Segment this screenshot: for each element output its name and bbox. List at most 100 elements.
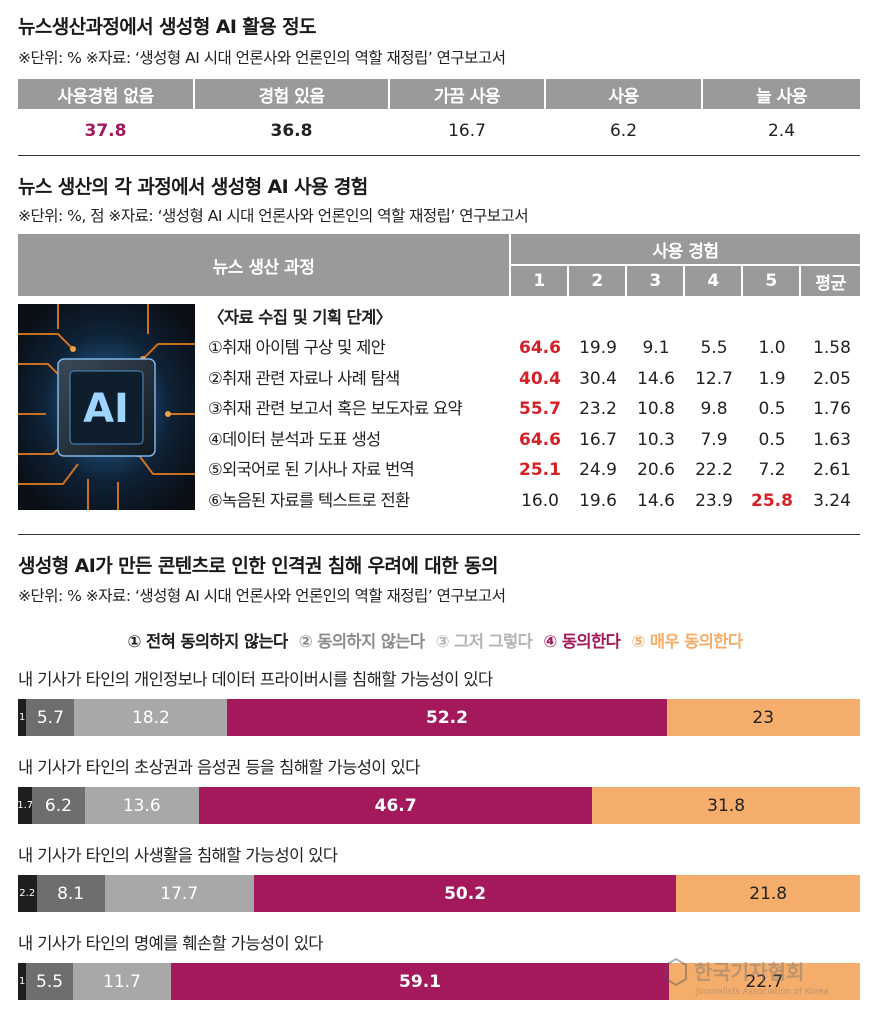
bar-segment: 18.2 xyxy=(74,699,228,736)
row-label: ①취재 아이템 구상 및 제안 xyxy=(208,338,386,357)
table-cell: 64.6 xyxy=(519,338,561,358)
table-cell: 9.1 xyxy=(642,338,670,358)
legend-item: ④ 동의한다 xyxy=(543,632,621,651)
section3-title: 생성형 AI가 만든 콘텐츠로 인한 인격권 침해 우려에 대한 동의 xyxy=(18,555,498,577)
section1-header-row: 사용경험 없음 경험 있음 가끔 사용 사용 늘 사용 xyxy=(18,79,860,109)
bar-segment: 5.5 xyxy=(26,963,73,1000)
column-header: 2 xyxy=(569,266,625,296)
table-cell: 1.58 xyxy=(813,338,851,358)
s1-header-cell: 사용경험 없음 xyxy=(18,79,193,109)
table-cell: 16.0 xyxy=(521,490,559,511)
bar-segment: 2.2 xyxy=(18,875,37,912)
section2-title: 뉴스 생산의 각 과정에서 생성형 AI 사용 경험 xyxy=(18,176,368,198)
legend-item: ② 동의하지 않는다 xyxy=(298,632,425,651)
s1-header-cell: 늘 사용 xyxy=(703,79,860,109)
table-cell: 1.9 xyxy=(758,368,786,389)
bar-category-label: 내 기사가 타인의 사생활을 침해할 가능성이 있다 xyxy=(18,846,338,865)
chart-legend: ① 전혀 동의하지 않는다 ② 동의하지 않는다 ③ 그저 그렇다 ④ 동의한다… xyxy=(0,628,870,652)
stacked-bar: 2.2 8.1 17.7 50.2 21.8 xyxy=(18,875,860,912)
stacked-bar: 1.7 6.2 13.6 46.7 31.8 xyxy=(18,787,860,824)
table-cell: 16.7 xyxy=(579,429,617,450)
table-row: ⑤외국어로 된 기사나 자료 번역 25.1 24.9 20.6 22.2 7.2 2.61 xyxy=(208,455,860,485)
table-cell: 55.7 xyxy=(519,399,561,419)
legend-item: ① 전혀 동의하지 않는다 xyxy=(127,632,289,651)
table-cell: 1.63 xyxy=(813,429,851,450)
row-label: ②취재 관련 자료나 사례 탐색 xyxy=(208,368,400,388)
watermark-logo: 한국기자협회 Journalists Association of Korea xyxy=(665,957,829,997)
table-cell: 25.1 xyxy=(519,460,561,480)
bar-segment: 1 xyxy=(18,963,27,1000)
bar-segment: 11.7 xyxy=(72,963,172,1000)
table-cell: 2.05 xyxy=(813,368,851,389)
bar-category-label: 내 기사가 타인의 개인정보나 데이터 프라이버시를 침해할 가능성이 있다 xyxy=(18,670,493,689)
header-experience: 사용 경험 xyxy=(511,234,860,264)
table-cell: 12.7 xyxy=(695,368,733,389)
svg-text:한국기자협회: 한국기자협회 xyxy=(694,960,804,984)
table-cell: 14.6 xyxy=(637,368,675,389)
bar-segment: 13.6 xyxy=(84,787,200,824)
table-cell: 10.8 xyxy=(637,399,675,419)
table-cell: 22.2 xyxy=(695,460,733,480)
s1-value-cell: 37.8 xyxy=(84,121,127,141)
table-cell: 24.9 xyxy=(579,460,617,480)
row-label: ③취재 관련 보고서 혹은 보도자료 요약 xyxy=(208,399,463,418)
bar-segment: 52.2 xyxy=(227,699,667,736)
section3-note: ※단위: % ※자료: ‘생성형 AI 시대 언론사와 언론인의 역할 재정립’… xyxy=(18,587,506,605)
bar-segment: 21.8 xyxy=(676,875,860,912)
table-row: ③취재 관련 보고서 혹은 보도자료 요약 55.7 23.2 10.8 9.8 0.5 1… xyxy=(208,394,860,424)
s1-value-cell: 36.8 xyxy=(270,121,313,141)
s1-header-cell: 경험 있음 xyxy=(195,79,388,109)
table-cell: 0.5 xyxy=(758,399,786,419)
table-cell: 1.76 xyxy=(813,399,851,419)
table-cell: 23.9 xyxy=(695,490,733,511)
row-label: ⑤외국어로 된 기사나 자료 번역 xyxy=(208,460,415,479)
divider xyxy=(18,155,860,156)
section1-note: ※단위: % ※자료: ‘생성형 AI 시대 언론사와 언론인의 역할 재정립’… xyxy=(18,49,506,67)
table-cell: 1.0 xyxy=(758,338,786,358)
table-cell: 7.2 xyxy=(758,460,786,480)
legend-item: ⑤ 매우 동의한다 xyxy=(631,632,743,651)
s1-value-cell: 2.4 xyxy=(767,121,796,141)
stacked-bar: 1 5.5 11.7 59.1 22.7 xyxy=(18,963,860,1000)
section1-title: 뉴스생산과정에서 생성형 AI 활용 정도 xyxy=(18,16,316,38)
ai-chip-text: AI xyxy=(83,386,129,432)
bar-segment: 17.7 xyxy=(104,875,254,912)
table-cell: 14.6 xyxy=(637,490,675,511)
table-cell: 10.3 xyxy=(637,429,675,450)
table-cell: 19.9 xyxy=(579,338,617,358)
bar-segment: 6.2 xyxy=(32,787,85,824)
table-cell: 5.5 xyxy=(700,338,728,358)
bar-segment: 50.2 xyxy=(253,875,677,912)
bar-segment: 5.7 xyxy=(26,699,75,736)
column-header: 1 xyxy=(511,266,567,296)
s1-value-cell: 6.2 xyxy=(609,121,638,141)
row-label: ④데이터 분석과 도표 생성 xyxy=(208,429,381,449)
table-row: ⑥녹음된 자료를 텍스트로 전환 16.0 19.6 14.6 23.9 25.8 3.24 xyxy=(208,486,860,516)
table-cell: 19.6 xyxy=(579,490,617,511)
divider xyxy=(18,534,860,535)
table-cell: 64.6 xyxy=(519,429,561,450)
header-process: 뉴스 생산 과정 xyxy=(18,234,509,296)
bar-segment: 23 xyxy=(666,699,860,736)
table-cell: 25.8 xyxy=(751,490,793,511)
svg-text:Journalists Association of Kor: Journalists Association of Korea xyxy=(695,987,829,997)
table-cell: 40.4 xyxy=(519,368,561,389)
column-header: 평균 xyxy=(801,266,860,296)
bar-segment: 1.7 xyxy=(18,787,33,824)
table-cell: 23.2 xyxy=(579,399,617,419)
bar-category-label: 내 기사가 타인의 명예를 훼손할 가능성이 있다 xyxy=(18,934,323,953)
table-cell: 3.24 xyxy=(813,490,851,511)
table-cell: 7.9 xyxy=(700,429,728,450)
ai-chip-image: AI xyxy=(18,304,195,510)
bar-segment: 46.7 xyxy=(199,787,593,824)
legend-item: ③ 그저 그렇다 xyxy=(435,632,533,651)
table-row: ①취재 아이템 구상 및 제안 64.6 19.9 9.1 5.5 1.0 1.58 xyxy=(208,333,860,363)
s1-value-cell: 16.7 xyxy=(448,121,486,141)
table-cell: 20.6 xyxy=(637,460,675,480)
bar-segment: 22.7 xyxy=(668,963,860,1000)
bar-segment: 8.1 xyxy=(36,875,105,912)
bar-segment: 59.1 xyxy=(171,963,669,1000)
stage-heading: 〈자료 수집 및 기획 단계〉 xyxy=(208,308,392,327)
section2-note: ※단위: %, 점 ※자료: ‘생성형 AI 시대 언론사와 언론인의 역할 재… xyxy=(18,207,529,225)
column-header: 3 xyxy=(627,266,683,296)
